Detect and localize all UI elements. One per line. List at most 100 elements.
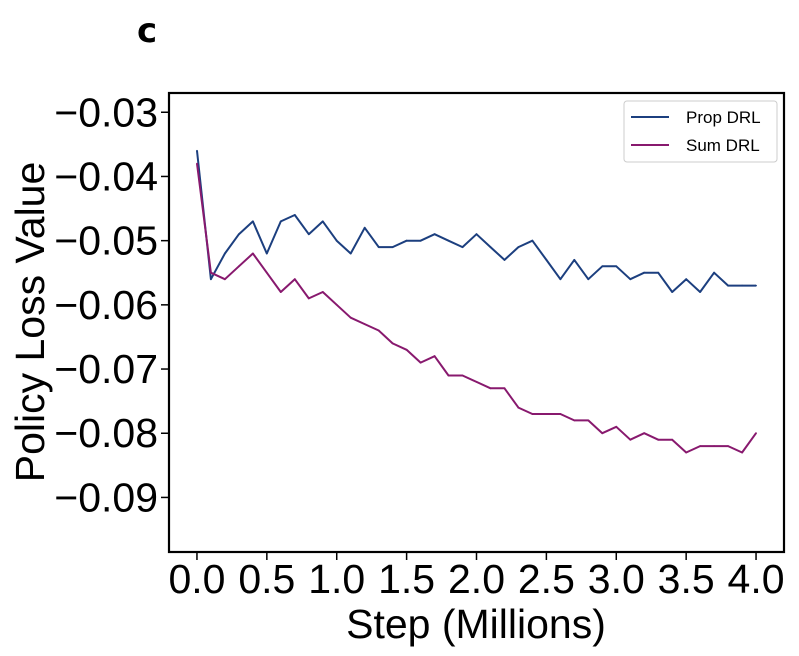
data-point-prop-drl	[447, 239, 450, 242]
data-point-prop-drl	[615, 265, 618, 268]
data-point-sum-drl	[503, 387, 506, 390]
y-axis-label: Policy Loss Value	[7, 162, 53, 483]
data-point-prop-drl	[657, 271, 660, 274]
data-point-prop-drl	[671, 291, 674, 293]
data-point-sum-drl	[419, 361, 422, 364]
data-point-prop-drl	[517, 246, 520, 249]
x-tick-label: 3.0	[588, 556, 645, 602]
data-point-sum-drl	[643, 432, 646, 435]
data-point-sum-drl	[252, 252, 254, 255]
x-axis-label: Step (Millions)	[346, 601, 606, 647]
x-tick-label: 2.5	[518, 556, 575, 602]
data-point-sum-drl	[601, 432, 604, 435]
data-point-prop-drl	[405, 239, 408, 242]
data-point-prop-drl	[349, 252, 352, 255]
y-tick-label: −0.03	[54, 89, 158, 135]
plot-frame	[167, 91, 786, 554]
data-point-prop-drl	[755, 284, 757, 287]
data-point-sum-drl	[741, 451, 743, 454]
legend: Prop DRL Sum DRL	[623, 100, 778, 163]
data-point-sum-drl	[615, 425, 618, 428]
data-point-sum-drl	[587, 419, 590, 422]
data-point-prop-drl	[279, 220, 282, 223]
legend-label-prop-drl: Prop DRL	[686, 108, 761, 127]
y-tick-label: −0.05	[54, 218, 158, 264]
y-tick-label: −0.06	[54, 282, 158, 328]
data-point-prop-drl	[238, 233, 240, 236]
data-point-prop-drl	[433, 233, 436, 236]
data-point-sum-drl	[377, 329, 380, 332]
data-point-sum-drl	[363, 323, 366, 325]
data-point-sum-drl	[279, 291, 282, 293]
data-point-prop-drl	[475, 233, 478, 236]
data-point-sum-drl	[321, 291, 324, 293]
data-point-sum-drl	[196, 162, 198, 165]
data-point-sum-drl	[685, 451, 688, 454]
data-point-prop-drl	[196, 149, 198, 152]
data-point-prop-drl	[699, 291, 701, 293]
data-point-sum-drl	[461, 374, 464, 377]
data-point-prop-drl	[489, 246, 492, 249]
data-point-prop-drl	[503, 259, 506, 261]
data-point-prop-drl	[224, 252, 226, 255]
data-point-sum-drl	[349, 316, 352, 319]
data-point-sum-drl	[713, 445, 715, 447]
data-point-prop-drl	[629, 278, 632, 281]
data-point-sum-drl	[755, 432, 757, 435]
data-point-prop-drl	[419, 239, 422, 242]
data-point-sum-drl	[545, 413, 548, 415]
data-point-prop-drl	[293, 214, 296, 216]
data-point-sum-drl	[433, 355, 436, 358]
data-point-sum-drl	[699, 445, 701, 447]
data-point-prop-drl	[252, 220, 254, 223]
series-layer	[196, 149, 757, 454]
data-point-sum-drl	[238, 265, 240, 268]
data-point-sum-drl	[293, 278, 296, 281]
data-point-prop-drl	[643, 271, 646, 274]
data-point-prop-drl	[601, 265, 604, 268]
ticks-layer: 0.0 0.5 1.0 1.5 2.0 2.5 3.0 3.5 4.0 −0.03 −0.04 −0.…	[54, 89, 784, 602]
data-point-sum-drl	[265, 271, 268, 274]
x-tick-label: 2.0	[448, 556, 505, 602]
data-point-sum-drl	[335, 303, 338, 306]
data-point-sum-drl	[475, 381, 478, 383]
y-tick-label: −0.08	[54, 410, 158, 456]
data-point-prop-drl	[545, 259, 548, 261]
data-point-prop-drl	[685, 278, 688, 281]
data-point-prop-drl	[461, 246, 464, 249]
data-point-prop-drl	[741, 284, 743, 287]
data-point-sum-drl	[573, 419, 576, 422]
x-tick-label: 1.0	[308, 556, 365, 602]
data-point-sum-drl	[447, 374, 450, 377]
data-point-prop-drl	[531, 239, 534, 242]
data-point-prop-drl	[335, 239, 338, 242]
data-point-prop-drl	[265, 252, 268, 255]
x-tick-label: 3.5	[658, 556, 715, 602]
series-line-sum-drl	[196, 163, 757, 454]
data-point-prop-drl	[377, 246, 380, 249]
data-point-sum-drl	[671, 438, 674, 441]
data-point-prop-drl	[307, 233, 310, 236]
legend-label-sum-drl: Sum DRL	[686, 136, 760, 155]
data-point-sum-drl	[307, 297, 310, 300]
data-point-prop-drl	[321, 220, 324, 223]
x-tick-label: 0.0	[168, 556, 225, 602]
data-point-prop-drl	[363, 226, 366, 229]
data-point-prop-drl	[727, 284, 729, 287]
x-tick-label: 0.5	[238, 556, 295, 602]
data-point-prop-drl	[391, 246, 394, 249]
data-point-sum-drl	[224, 278, 226, 281]
y-tick-label: −0.07	[54, 346, 158, 392]
data-point-prop-drl	[573, 259, 576, 261]
data-point-prop-drl	[713, 271, 715, 274]
data-point-sum-drl	[727, 445, 729, 447]
data-point-sum-drl	[531, 413, 534, 415]
data-point-sum-drl	[517, 406, 520, 409]
data-point-sum-drl	[391, 342, 394, 345]
y-tick-label: −0.04	[54, 153, 158, 199]
data-point-sum-drl	[489, 387, 492, 390]
panel-label: c	[137, 11, 157, 51]
y-tick-label: −0.09	[54, 474, 158, 520]
x-tick-label: 4.0	[728, 556, 785, 602]
